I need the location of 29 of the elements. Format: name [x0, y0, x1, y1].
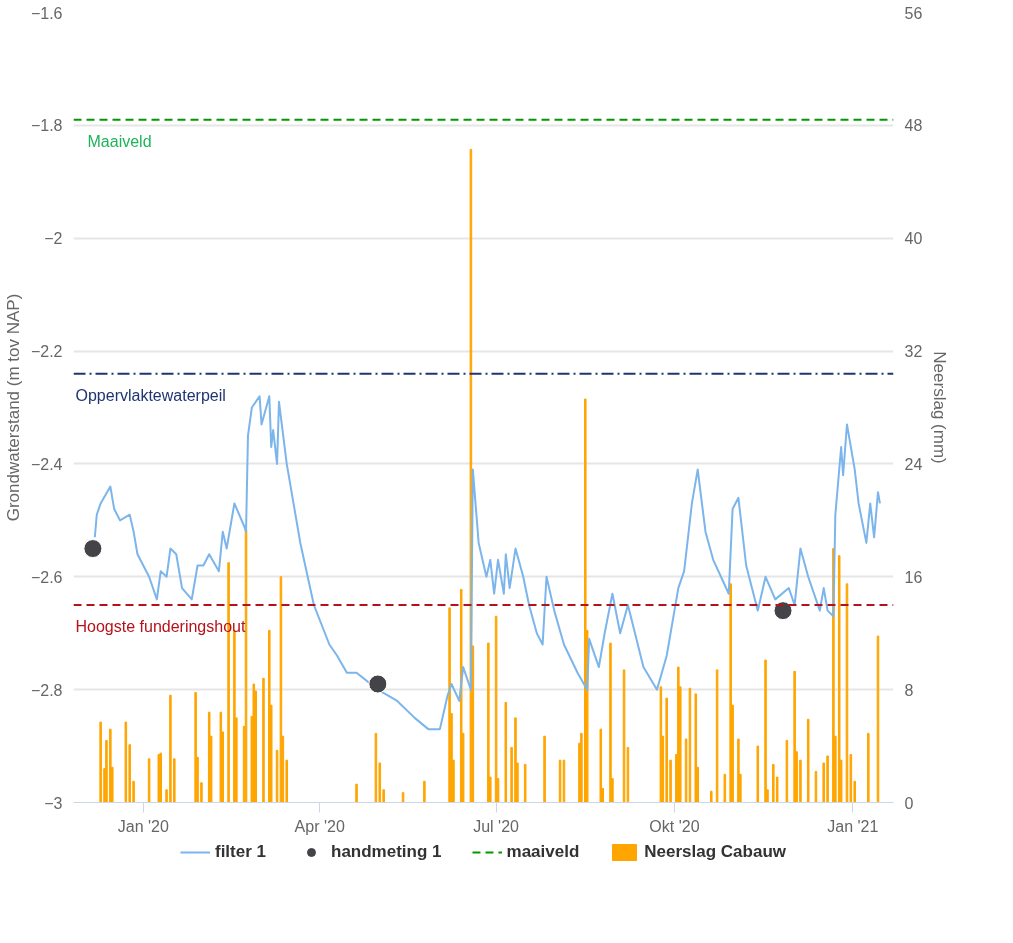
- y2-axis-title: Neerslag (mm): [930, 351, 950, 464]
- y2-tick-label: 8: [904, 681, 914, 699]
- annotation: Maaiveld: [87, 132, 152, 150]
- y2-tick-label: 16: [904, 568, 923, 586]
- y2-tick-label: 40: [904, 230, 923, 248]
- y-tick-label: −3: [44, 794, 63, 812]
- legend-label: maaiveld: [506, 842, 580, 862]
- y-tick-label: −1.8: [30, 117, 63, 135]
- y-axis-title: Grondwaterstand (m tov NAP): [3, 293, 23, 522]
- y-tick-label: −1.6: [30, 4, 63, 22]
- y-tick-label: −2.4: [30, 455, 63, 473]
- x-tick-label: Jul '20: [473, 817, 520, 835]
- ref-line-label: Oppervlaktewaterpeil: [75, 386, 226, 404]
- y2-tick-label: 56: [904, 4, 923, 22]
- y-tick-label: −2.2: [30, 343, 63, 361]
- y-tick-label: −2.8: [30, 681, 63, 699]
- y2-tick-label: 32: [904, 343, 923, 361]
- y2-tick-label: 24: [904, 455, 923, 473]
- x-tick-label: Okt '20: [649, 817, 700, 835]
- y-tick-label: −2: [44, 230, 63, 248]
- y-tick-label: −2.6: [30, 568, 63, 586]
- y2-tick-label: 48: [904, 117, 923, 135]
- legend-label: filter 1: [214, 842, 267, 862]
- x-tick-label: Apr '20: [294, 817, 345, 835]
- x-tick-label: Jan '20: [117, 817, 169, 835]
- x-tick-label: Jan '21: [827, 817, 879, 835]
- legend-label: handmeting 1: [331, 842, 442, 862]
- y2-tick-label: 0: [904, 794, 914, 812]
- legend-label: Neerslag Cabauw: [644, 842, 787, 862]
